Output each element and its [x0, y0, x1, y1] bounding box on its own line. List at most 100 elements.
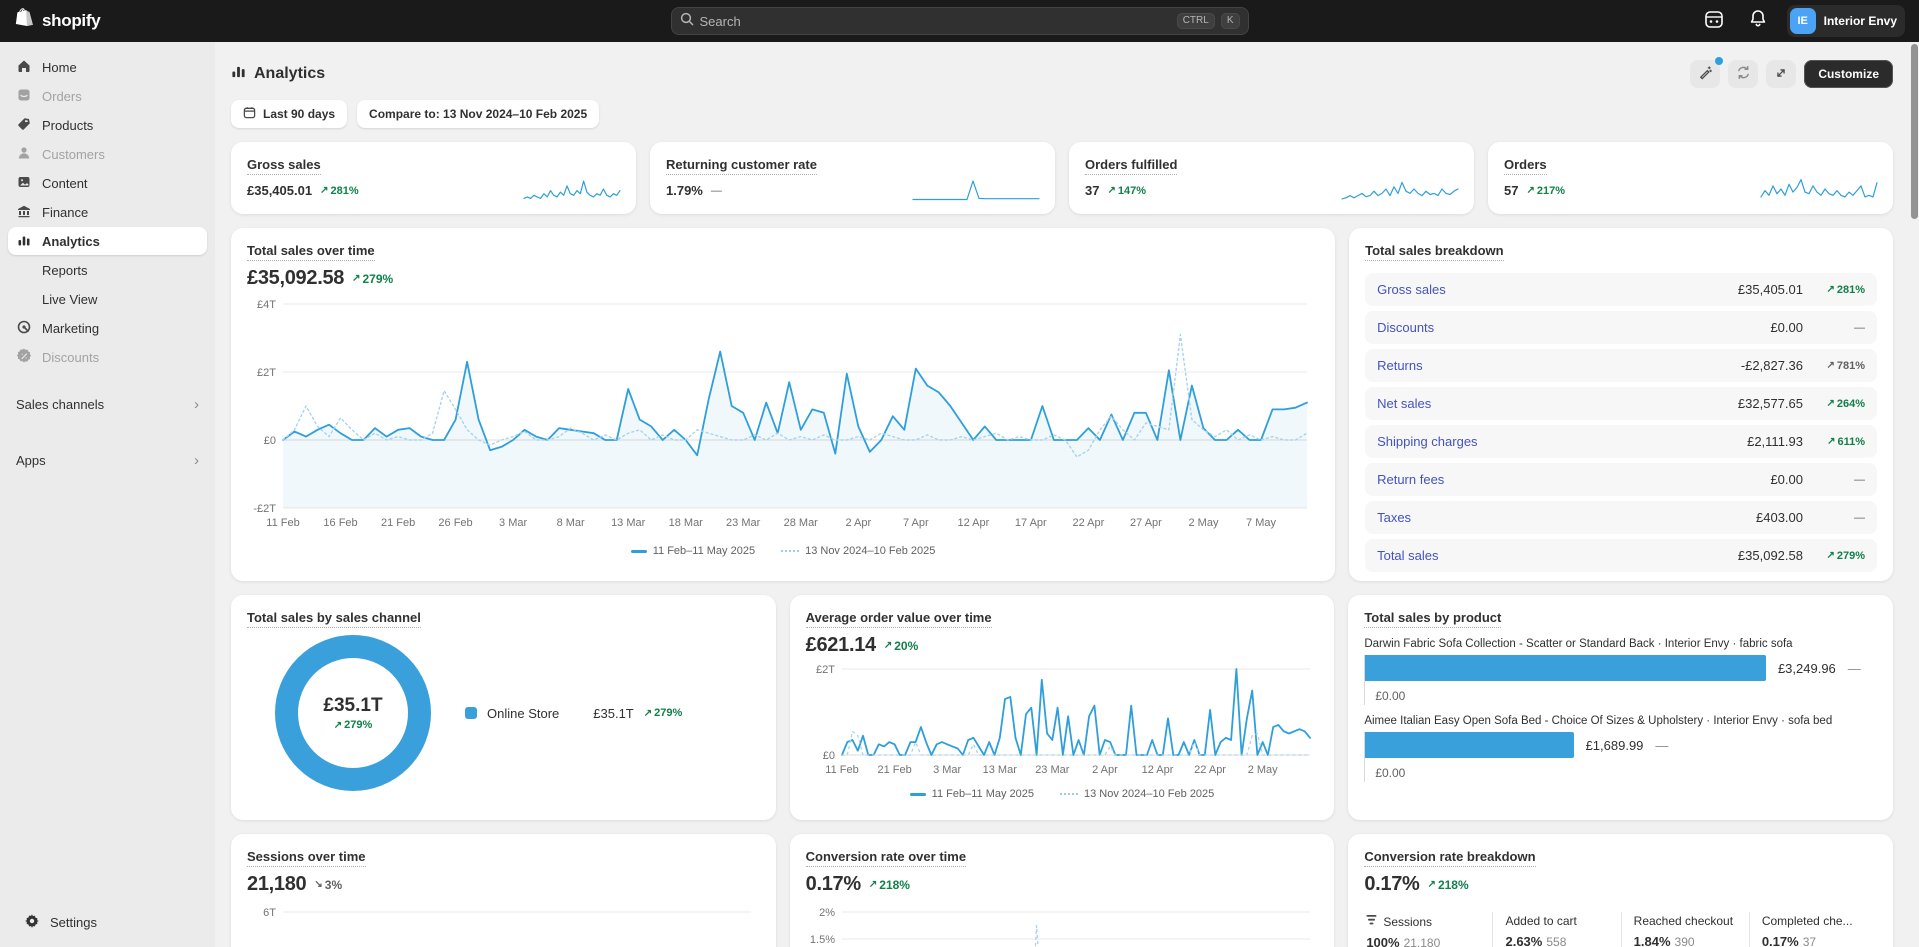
breakdown-link[interactable]: Returns: [1377, 358, 1423, 373]
trend-up-badge: 279%: [1813, 550, 1865, 562]
metric-title[interactable]: Orders fulfilled: [1085, 157, 1177, 175]
compare-button[interactable]: Compare to: 13 Nov 2024–10 Feb 2025: [357, 100, 599, 128]
metric-card-returning-rate: Returning customer rate 1.79% —: [650, 142, 1055, 214]
sidekick-button[interactable]: [1699, 6, 1729, 36]
sessions-line-chart: 6T: [247, 902, 759, 947]
date-range-button[interactable]: Last 90 days: [231, 100, 347, 128]
customize-button[interactable]: Customize: [1804, 60, 1893, 88]
sidebar-item-analytics[interactable]: Analytics: [8, 227, 207, 255]
sidebar-item-products[interactable]: Products: [8, 111, 207, 139]
metric-value: 37: [1085, 183, 1099, 198]
trend-up-badge: 281%: [1813, 284, 1865, 296]
breakdown-link[interactable]: Shipping charges: [1377, 434, 1477, 449]
customers-icon: [16, 145, 32, 164]
refresh-button[interactable]: [1728, 60, 1758, 88]
sidebar: Home Orders Products Customers Content F…: [0, 42, 215, 947]
search-input[interactable]: [700, 14, 1171, 29]
svg-text:8 Mar: 8 Mar: [557, 517, 585, 529]
card-title[interactable]: Sessions over time: [247, 849, 366, 867]
breakdown-link[interactable]: Total sales: [1377, 548, 1438, 563]
svg-text:21 Feb: 21 Feb: [381, 517, 415, 529]
breakdown-link[interactable]: Discounts: [1377, 320, 1434, 335]
breakdown-link[interactable]: Taxes: [1377, 510, 1411, 525]
topbar: shopify CTRL K IE Interior Envy: [0, 0, 1919, 42]
sidebar-item-home[interactable]: Home: [8, 53, 207, 81]
card-title[interactable]: Average order value over time: [806, 610, 992, 628]
channel-legend: Online Store £35.1T 279%: [465, 706, 682, 721]
funnel-step-added-to-cart: Added to cart 2.63%558: [1492, 912, 1620, 947]
sidebar-item-reports[interactable]: Reports: [8, 256, 207, 284]
shopify-logo[interactable]: shopify: [14, 7, 100, 36]
orders-icon: [16, 87, 32, 106]
svg-text:2 Apr: 2 Apr: [845, 517, 871, 529]
aov-value: £621.14: [806, 634, 876, 657]
legend-current-period: 11 Feb–11 May 2025: [910, 788, 1034, 800]
channel-donut-chart: £35.1T 279%: [275, 635, 431, 791]
aov-line-chart: £2T£011 Feb21 Feb3 Mar13 Mar23 Mar2 Apr1…: [806, 659, 1318, 779]
funnel-step-sessions: Sessions 100%21,180: [1364, 912, 1492, 947]
total-sales-breakdown-card: Total sales breakdown Gross sales£35,405…: [1349, 228, 1893, 581]
sidebar-item-marketing[interactable]: Marketing: [8, 314, 207, 342]
page-scrollbar[interactable]: [1911, 44, 1918, 944]
svg-text:16 Feb: 16 Feb: [323, 517, 357, 529]
sparkline-chart: [522, 176, 622, 202]
svg-text:18 Mar: 18 Mar: [669, 517, 704, 529]
svg-text:7 May: 7 May: [1246, 517, 1276, 529]
scrollbar-thumb[interactable]: [1911, 44, 1918, 219]
trend-up-badge: 281%: [320, 185, 359, 197]
trend-up-badge: 147%: [1107, 185, 1146, 197]
metric-card-gross-sales: Gross sales £35,405.01 281%: [231, 142, 636, 214]
svg-text:11 Feb: 11 Feb: [266, 517, 299, 529]
sidebar-item-settings[interactable]: Settings: [16, 908, 199, 936]
svg-text:21 Feb: 21 Feb: [877, 764, 911, 776]
breakdown-link[interactable]: Gross sales: [1377, 282, 1446, 297]
breakdown-row: Returns-£2,827.36781%: [1365, 349, 1877, 382]
sidebar-item-customers[interactable]: Customers: [8, 140, 207, 168]
sidebar-section-apps[interactable]: Apps ›: [8, 447, 207, 473]
trend-flat-badge: —: [1848, 661, 1861, 676]
insights-button[interactable]: [1690, 60, 1720, 88]
metric-title[interactable]: Gross sales: [247, 157, 321, 175]
breakdown-row: Gross sales£35,405.01281%: [1365, 273, 1877, 306]
trend-up-badge: 20%: [884, 639, 918, 653]
sidebar-item-orders[interactable]: Orders: [8, 82, 207, 110]
svg-text:23 Mar: 23 Mar: [1035, 764, 1070, 776]
trend-up-badge: 279%: [644, 707, 683, 719]
metric-title[interactable]: Returning customer rate: [666, 157, 817, 175]
card-title[interactable]: Conversion rate over time: [806, 849, 966, 867]
breakdown-link[interactable]: Return fees: [1377, 472, 1444, 487]
global-search[interactable]: CTRL K: [671, 7, 1249, 35]
svg-text:2 Apr: 2 Apr: [1092, 764, 1118, 776]
card-title[interactable]: Conversion rate breakdown: [1364, 849, 1535, 867]
sidebar-item-content[interactable]: Content: [8, 169, 207, 197]
card-title[interactable]: Total sales by sales channel: [247, 610, 421, 628]
trend-up-badge: 218%: [1428, 878, 1469, 892]
store-menu[interactable]: IE Interior Envy: [1787, 5, 1905, 37]
breakdown-link[interactable]: Net sales: [1377, 396, 1431, 411]
conversion-funnel: Sessions 100%21,180 Added to cart 2.63%5…: [1364, 912, 1877, 947]
kbd-k: K: [1221, 13, 1240, 29]
shopify-bag-icon: [14, 7, 36, 36]
card-title[interactable]: Total sales by product: [1364, 610, 1501, 628]
card-title[interactable]: Total sales breakdown: [1365, 243, 1503, 261]
card-title[interactable]: Total sales over time: [247, 243, 375, 261]
svg-text:3 Mar: 3 Mar: [499, 517, 527, 529]
product-name: Aimee Italian Easy Open Sofa Bed - Choic…: [1364, 715, 1877, 727]
legend-comparison-period: 13 Nov 2024–10 Feb 2025: [781, 545, 935, 557]
analytics-title-icon: [231, 64, 246, 84]
trend-up-badge: 264%: [1813, 398, 1865, 410]
metric-title[interactable]: Orders: [1504, 157, 1547, 175]
svg-text:12 Apr: 12 Apr: [1141, 764, 1173, 776]
legend-swatch: [465, 707, 477, 719]
svg-text:13 Mar: 13 Mar: [982, 764, 1017, 776]
notifications-button[interactable]: [1743, 6, 1773, 36]
svg-text:22 Apr: 22 Apr: [1072, 517, 1104, 529]
svg-text:£2T: £2T: [816, 664, 835, 676]
expand-button[interactable]: [1766, 60, 1796, 88]
sidebar-section-sales-channels[interactable]: Sales channels ›: [8, 391, 207, 417]
store-avatar: IE: [1790, 8, 1816, 34]
sparkline-chart: [911, 176, 1041, 202]
sidebar-item-discounts[interactable]: Discounts: [8, 343, 207, 371]
sidebar-item-finance[interactable]: Finance: [8, 198, 207, 226]
sidebar-item-live-view[interactable]: Live View: [8, 285, 207, 313]
